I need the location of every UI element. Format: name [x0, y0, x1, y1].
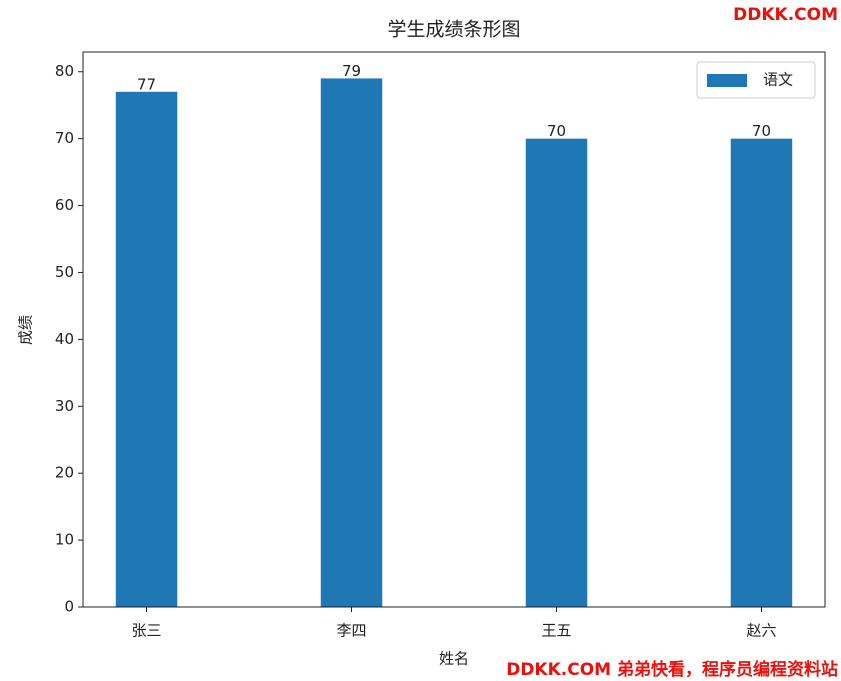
- y-tick-label: 20: [55, 464, 74, 482]
- x-tick-label: 王五: [541, 622, 571, 640]
- bar: [730, 138, 793, 607]
- y-tick-label: 10: [55, 531, 74, 549]
- value-label: 70: [752, 122, 771, 140]
- watermark: DDKK.COM: [733, 5, 838, 25]
- watermark: DDKK.COM 弟弟快看，程序员编程资料站: [506, 659, 838, 680]
- y-tick-label: 60: [55, 196, 74, 214]
- bar: [525, 138, 588, 607]
- value-label: 79: [342, 62, 361, 80]
- bar: [320, 78, 383, 607]
- y-tick-label: 80: [55, 62, 74, 80]
- y-tick-label: 40: [55, 330, 74, 348]
- legend-swatch: [707, 74, 747, 87]
- chart-title: 学生成绩条形图: [387, 19, 520, 41]
- bar: [115, 91, 178, 608]
- plot-frame: [82, 51, 826, 608]
- x-tick-label: 赵六: [746, 622, 776, 640]
- value-label: 70: [547, 122, 566, 140]
- legend-label: 语文: [763, 71, 793, 89]
- x-axis-label: 姓名: [439, 650, 469, 668]
- y-tick-label: 0: [64, 598, 74, 616]
- x-tick-label: 李四: [337, 622, 367, 640]
- legend-box: [696, 61, 816, 99]
- x-tick-label: 张三: [132, 622, 162, 640]
- y-tick-label: 50: [55, 263, 74, 281]
- y-tick-label: 30: [55, 397, 74, 415]
- y-tick-label: 70: [55, 129, 74, 147]
- y-axis-label: 成绩: [17, 315, 35, 345]
- value-label: 77: [137, 75, 156, 93]
